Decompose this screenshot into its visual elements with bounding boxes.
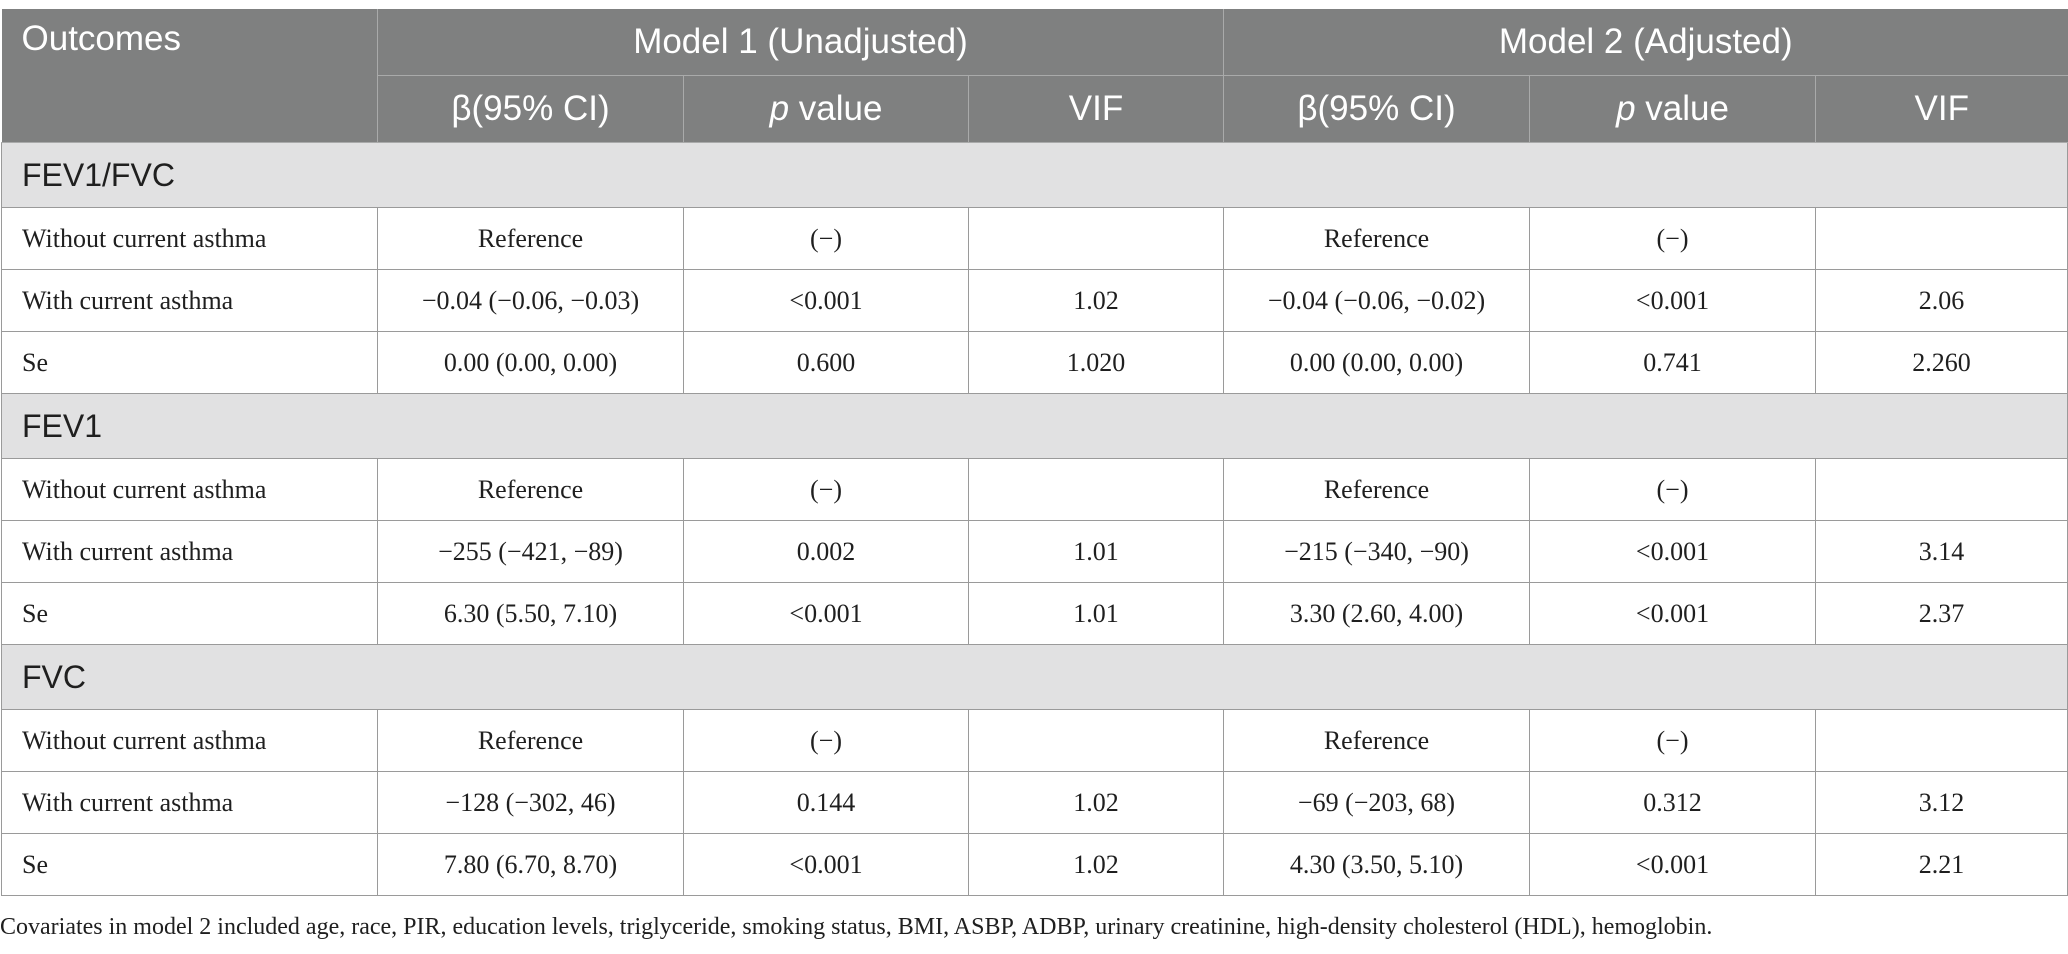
row-label: Without current asthma [1,709,378,772]
header-m2-beta: β(95% CI) [1223,75,1530,143]
cell-m2-p: <0.001 [1529,582,1816,645]
p-italic: p [769,89,790,128]
cell-m1-beta: 0.00 (0.00, 0.00) [377,331,684,394]
table-row: With current asthma −255 (−421, −89) 0.0… [1,520,2068,583]
table-row: Se 6.30 (5.50, 7.10) <0.001 1.01 3.30 (2… [1,582,2068,645]
cell-m1-beta: −255 (−421, −89) [377,520,684,583]
row-label: With current asthma [1,771,378,834]
cell-m2-vif [1814,207,2068,270]
cell-m2-beta: −0.04 (−0.06, −0.02) [1223,269,1530,332]
p-italic: p [1616,89,1636,128]
group-name: FEV1/FVC [0,142,2068,208]
cell-m1-vif [968,207,1224,270]
cell-m1-beta: 7.80 (6.70, 8.70) [377,833,684,896]
cell-m1-vif: 1.020 [968,331,1224,394]
cell-m2-vif: 2.06 [1814,269,2068,332]
results-table: Outcomes Model 1 (Unadjusted) Model 2 (A… [0,9,2068,896]
row-label: Se [1,331,378,394]
header-outcomes: Outcomes [1,9,378,143]
table-row: Se 7.80 (6.70, 8.70) <0.001 1.02 4.30 (3… [1,833,2068,896]
cell-m1-vif [968,709,1224,772]
p-rest: value [1635,89,1729,128]
header-m1-beta: β(95% CI) [377,75,684,143]
group-header-row: FEV1 [0,393,2068,459]
cell-m2-p: 0.312 [1529,771,1816,834]
cell-m2-vif: 3.14 [1814,520,2068,583]
cell-m1-beta: Reference [377,207,684,270]
cell-m1-vif: 1.01 [968,520,1224,583]
group-name: FVC [0,644,2068,710]
cell-m2-vif: 2.21 [1814,833,2068,896]
cell-m2-beta: 3.30 (2.60, 4.00) [1223,582,1530,645]
cell-m2-p: 0.741 [1529,331,1816,394]
row-label: Without current asthma [1,207,378,270]
cell-m1-beta: 6.30 (5.50, 7.10) [377,582,684,645]
header-model1: Model 1 (Unadjusted) [377,9,1224,76]
row-label: Without current asthma [1,458,378,521]
header-m2-pvalue: p value [1529,75,1816,143]
cell-m2-p: <0.001 [1529,520,1816,583]
cell-m2-p: <0.001 [1529,833,1816,896]
cell-m2-p: <0.001 [1529,269,1816,332]
table-row: With current asthma −0.04 (−0.06, −0.03)… [1,269,2068,332]
cell-m1-vif: 1.02 [968,833,1224,896]
table-row: Without current asthma Reference (−) Ref… [1,709,2068,772]
table-footnote: Covariates in model 2 included age, race… [0,914,1713,940]
cell-m2-vif: 2.260 [1814,331,2068,394]
header-m2-vif: VIF [1815,75,2068,143]
row-label: Se [1,582,378,645]
cell-m2-beta: 4.30 (3.50, 5.10) [1223,833,1530,896]
cell-m2-p: (−) [1529,207,1816,270]
cell-m1-vif: 1.02 [968,269,1224,332]
table-row: Without current asthma Reference (−) Ref… [1,458,2068,521]
cell-m1-beta: −128 (−302, 46) [377,771,684,834]
group-header-row: FEV1/FVC [0,142,2068,208]
table-row: Without current asthma Reference (−) Ref… [1,207,2068,270]
header-model2: Model 2 (Adjusted) [1223,9,2068,76]
cell-m1-p: 0.144 [683,771,969,834]
cell-m1-p: <0.001 [683,833,969,896]
header-row-models: Outcomes Model 1 (Unadjusted) Model 2 (A… [1,9,2068,143]
header-row-columns: β(95% CI) p value VIF β(95% CI) p value … [2,75,2068,143]
cell-m2-vif: 2.37 [1814,582,2068,645]
row-label: Se [1,833,378,896]
cell-m1-p: (−) [683,709,969,772]
cell-m1-vif [968,458,1224,521]
cell-m1-p: (−) [683,207,969,270]
table-row: With current asthma −128 (−302, 46) 0.14… [1,771,2068,834]
cell-m1-p: 0.600 [683,331,969,394]
cell-m2-p: (−) [1529,458,1816,521]
cell-m2-beta: Reference [1223,709,1530,772]
cell-m2-vif [1814,458,2068,521]
group-name: FEV1 [0,393,2068,459]
p-rest: value [789,89,883,128]
cell-m1-vif: 1.01 [968,582,1224,645]
cell-m2-beta: −215 (−340, −90) [1223,520,1530,583]
cell-m1-beta: Reference [377,458,684,521]
cell-m1-p: 0.002 [683,520,969,583]
cell-m1-vif: 1.02 [968,771,1224,834]
cell-m2-p: (−) [1529,709,1816,772]
cell-m1-p: <0.001 [683,269,969,332]
cell-m2-beta: Reference [1223,458,1530,521]
cell-m2-beta: 0.00 (0.00, 0.00) [1223,331,1530,394]
header-m1-vif: VIF [968,75,1224,143]
cell-m1-p: <0.001 [683,582,969,645]
header-m1-pvalue: p value [683,75,969,143]
row-label: With current asthma [1,520,378,583]
group-header-row: FVC [0,644,2068,710]
cell-m1-beta: −0.04 (−0.06, −0.03) [377,269,684,332]
cell-m2-vif [1814,709,2068,772]
cell-m2-beta: −69 (−203, 68) [1223,771,1530,834]
cell-m2-beta: Reference [1223,207,1530,270]
cell-m1-beta: Reference [377,709,684,772]
cell-m1-p: (−) [683,458,969,521]
cell-m2-vif: 3.12 [1814,771,2068,834]
table-row: Se 0.00 (0.00, 0.00) 0.600 1.020 0.00 (0… [1,331,2068,394]
row-label: With current asthma [1,269,378,332]
